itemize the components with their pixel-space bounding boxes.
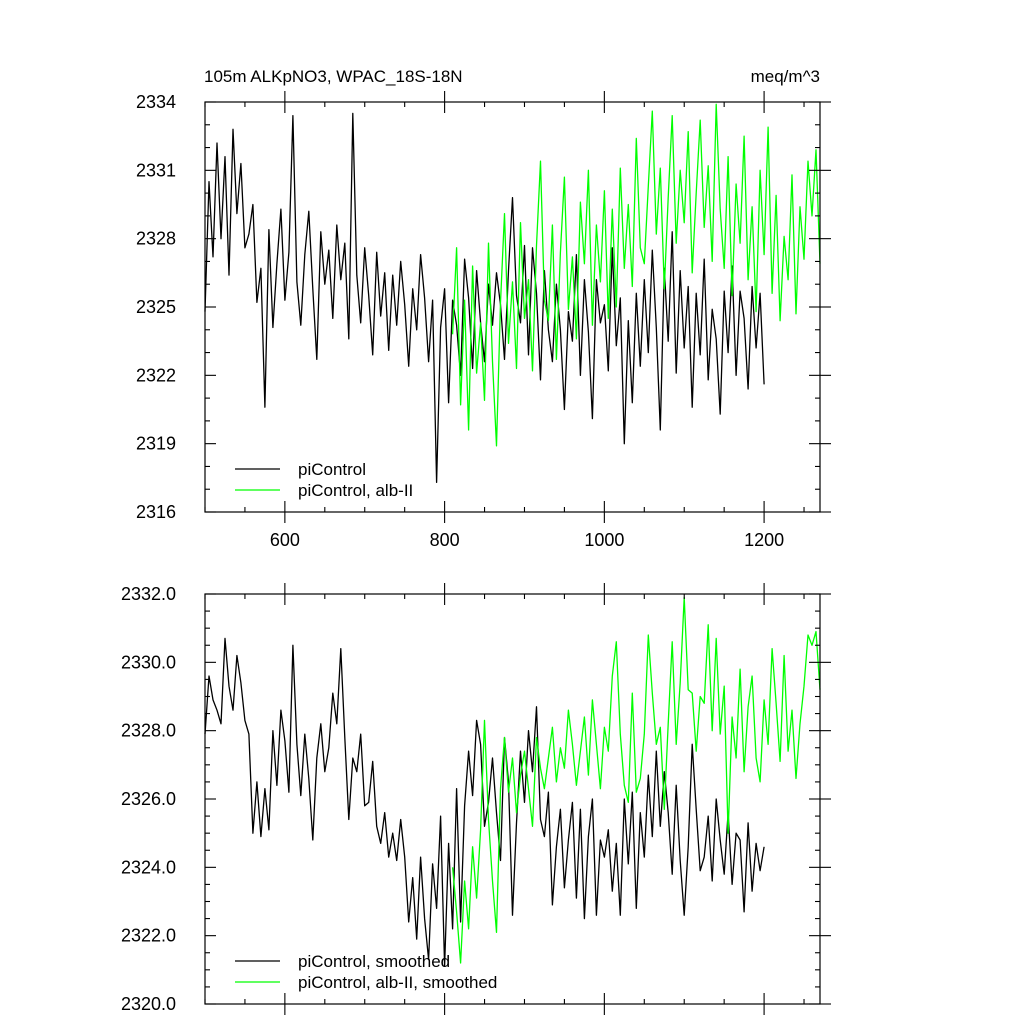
- bottom-y-tick-label: 2328.0: [121, 721, 176, 741]
- top-panel-units: meq/m^3: [751, 67, 820, 86]
- bottom-panel-frame: [204, 593, 821, 1005]
- top-panel-frame: [204, 101, 821, 513]
- bottom-y-tick-label: 2324.0: [121, 857, 176, 877]
- top-legend-label-alb-ii: piControl, alb-II: [298, 481, 413, 500]
- top-series-line-picontrol-alb-ii: [451, 103, 821, 447]
- top-y-tick-label: 2334: [136, 92, 176, 112]
- top-panel-series-layer: [204, 103, 821, 484]
- bottom-legend-label-picontrol-smoothed: piControl, smoothed: [298, 952, 450, 971]
- top-legend-label-picontrol: piControl: [298, 460, 366, 479]
- top-y-tick-label: 2319: [136, 434, 176, 454]
- bottom-series-line-picontrol-smoothed: [204, 637, 765, 968]
- top-series-line-picontrol: [204, 112, 765, 484]
- top-panel-legend: piControl piControl, alb-II: [235, 460, 413, 500]
- top-x-tick-label: 1200: [744, 530, 784, 550]
- top-x-tick-label: 800: [430, 530, 460, 550]
- bottom-y-tick-label: 2322.0: [121, 926, 176, 946]
- bottom-y-tick-label: 2320.0: [121, 994, 176, 1014]
- top-panel-title: 105m ALKpNO3, WPAC_18S-18N: [204, 67, 463, 86]
- top-panel-ticks-layer: 600 800 1000 1200 2316 2319 2322 2325 2328 2331 23…: [136, 91, 831, 550]
- top-y-tick-label: 2328: [136, 229, 176, 249]
- bottom-panel-series-layer: [204, 596, 821, 968]
- top-x-tick-label: 1000: [584, 530, 624, 550]
- bottom-y-tick-label: 2332.0: [121, 584, 176, 604]
- top-x-tick-label: 600: [270, 530, 300, 550]
- top-y-tick-label: 2325: [136, 297, 176, 317]
- bottom-panel: 2320.0 2322.0 2324.0 2326.0 2328.0 2330.0 2332…: [121, 583, 831, 1015]
- top-y-tick-label: 2322: [136, 365, 176, 385]
- bottom-y-tick-label: 2330.0: [121, 652, 176, 672]
- bottom-y-tick-label: 2326.0: [121, 789, 176, 809]
- bottom-legend-label-alb-ii-smoothed: piControl, alb-II, smoothed: [298, 973, 497, 992]
- top-y-tick-label: 2331: [136, 160, 176, 180]
- top-y-tick-label: 2316: [136, 502, 176, 522]
- bottom-panel-legend: piControl, smoothed piControl, alb-II, s…: [235, 952, 497, 992]
- bottom-series-line-picontrol-alb-ii-smoothed: [451, 596, 821, 964]
- top-panel: 105m ALKpNO3, WPAC_18S-18N meq/m^3 600 80…: [136, 67, 831, 550]
